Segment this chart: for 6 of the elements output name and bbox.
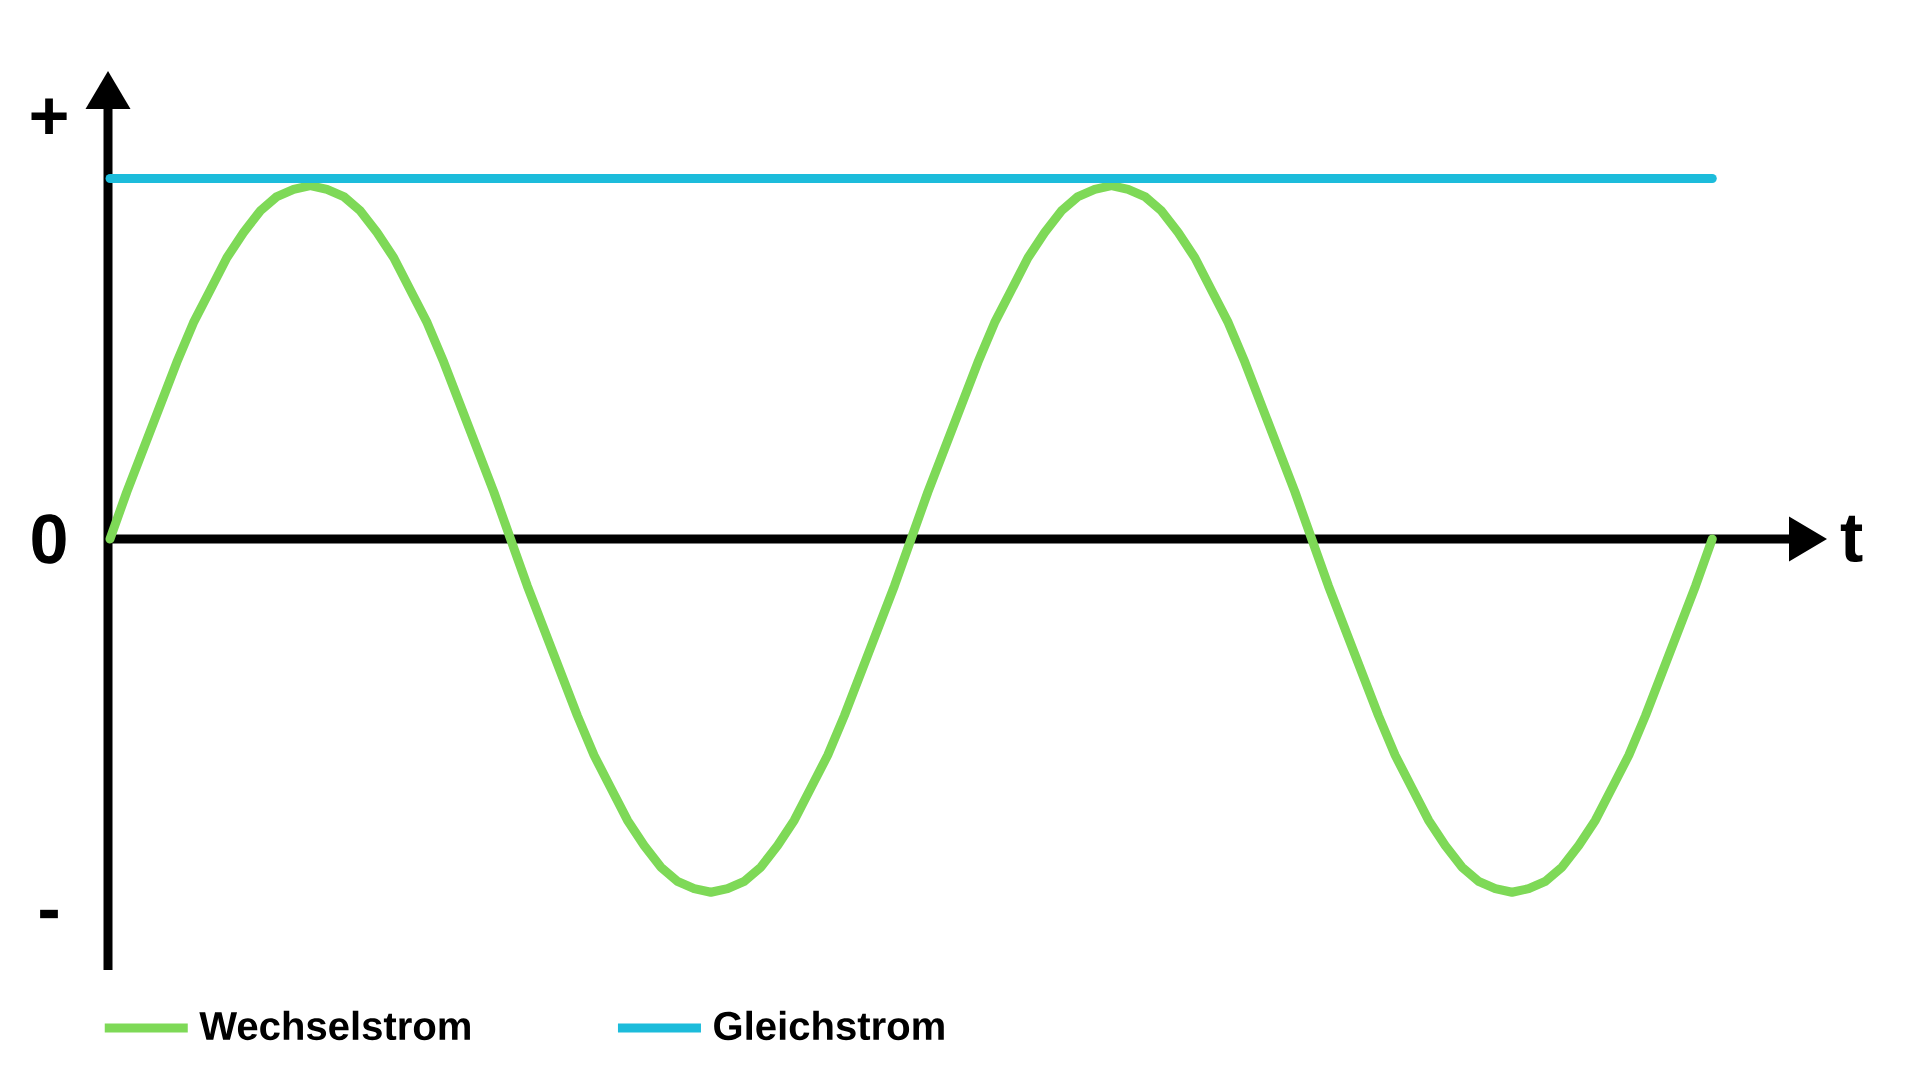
legend-label: Wechselstrom (199, 1010, 470, 1041)
text: 0 (32, 514, 66, 564)
text: - (40, 909, 58, 919)
x-axis-title: t (1840, 515, 1863, 563)
legend-label: Gleichstrom (714, 1010, 944, 1041)
text: + (31, 98, 67, 134)
